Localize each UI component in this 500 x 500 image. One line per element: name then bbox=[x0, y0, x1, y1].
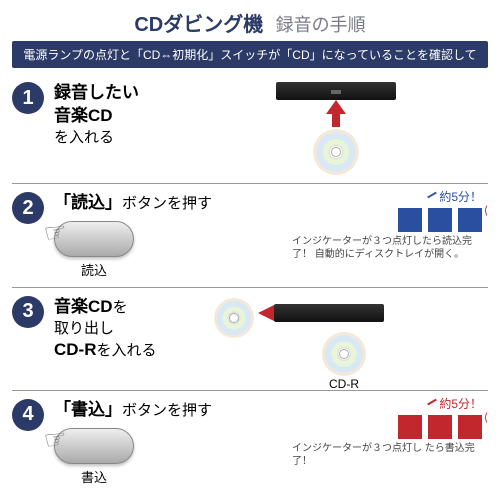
ejected-disc bbox=[214, 296, 254, 338]
indicator-boxes: ⟨ bbox=[292, 208, 482, 232]
step-3: 3 音楽CDを取り出しCD-Rを入れる CD-R bbox=[12, 288, 488, 391]
write-button-visual: ☞ 書込 bbox=[54, 428, 174, 486]
spark-icon: ⟨ bbox=[484, 411, 488, 424]
approx-time: 約5分！ bbox=[439, 188, 482, 205]
title-main: CDダビング機 bbox=[134, 14, 263, 36]
step-2: 2 「読込」ボタンを押す ☞ 読込 約5分！ ⟨ インジケーターが３つ点灯したら… bbox=[12, 184, 488, 288]
step-2-text: 「読込」ボタンを押す bbox=[54, 192, 212, 215]
indicator-note: インジケーターが３つ点灯し たら書込完了！ bbox=[292, 442, 482, 468]
pointing-hand-icon: ☞ bbox=[41, 422, 69, 457]
pointing-hand-icon: ☞ bbox=[41, 215, 69, 250]
steps-list: 1 録音したい音楽CDを入れる 2 「読込」ボタンを押す ☞ 読込 bbox=[0, 74, 500, 494]
indicator-box bbox=[428, 208, 452, 232]
up-arrow-stem bbox=[332, 113, 340, 127]
step-1: 1 録音したい音楽CDを入れる bbox=[12, 74, 488, 184]
approx-time: 約5分！ bbox=[439, 395, 482, 412]
cd-disc-icon bbox=[313, 129, 359, 175]
header: CDダビング機 録音の手順 bbox=[0, 0, 500, 41]
step-4: 4 「書込」ボタンを押す ☞ 書込 約5分！ ⟨ インジケーターが３つ点灯し た… bbox=[12, 391, 488, 494]
cdr-disc: CD-R bbox=[322, 330, 366, 391]
step-number-badge: 3 bbox=[12, 296, 44, 328]
step-3-text: 音楽CDを取り出しCD-Rを入れる bbox=[54, 296, 184, 382]
indicator-note: インジケーターが３つ点灯したら読込完了！ 自動的にディスクトレイが開く。 bbox=[292, 235, 482, 261]
indicator-boxes: ⟨ bbox=[292, 415, 482, 439]
step-number-badge: 1 bbox=[12, 82, 44, 114]
button-label: 読込 bbox=[54, 260, 134, 279]
instruction-banner: 電源ランプの点灯と「CD⇔初期化」スイッチが「CD」になっていることを確認して bbox=[12, 41, 488, 68]
indicator-box bbox=[428, 415, 452, 439]
cdr-label: CD-R bbox=[322, 377, 366, 391]
step-number-badge: 2 bbox=[12, 192, 44, 224]
indicator-box bbox=[458, 415, 482, 439]
step-1-text: 録音したい音楽CDを入れる bbox=[54, 82, 184, 175]
step-4-text: 「書込」ボタンを押す bbox=[54, 399, 212, 422]
step-1-visual bbox=[184, 82, 488, 175]
step-3-visual: CD-R bbox=[184, 296, 488, 382]
title-sub: 録音の手順 bbox=[276, 15, 366, 35]
step-2-indicator: 約5分！ ⟨ インジケーターが３つ点灯したら読込完了！ 自動的にディスクトレイが… bbox=[292, 188, 482, 261]
disc-tray-icon bbox=[274, 304, 384, 322]
indicator-box bbox=[458, 208, 482, 232]
indicator-box bbox=[398, 415, 422, 439]
button-label: 書込 bbox=[54, 467, 134, 486]
spark-icon: ⟨ bbox=[484, 204, 488, 217]
up-arrow-icon bbox=[326, 100, 346, 114]
read-button-visual: ☞ 読込 bbox=[54, 221, 174, 279]
disc-tray-icon bbox=[276, 82, 396, 100]
indicator-box bbox=[398, 208, 422, 232]
step-4-indicator: 約5分！ ⟨ インジケーターが３つ点灯し たら書込完了！ bbox=[292, 395, 482, 468]
step-number-badge: 4 bbox=[12, 399, 44, 431]
